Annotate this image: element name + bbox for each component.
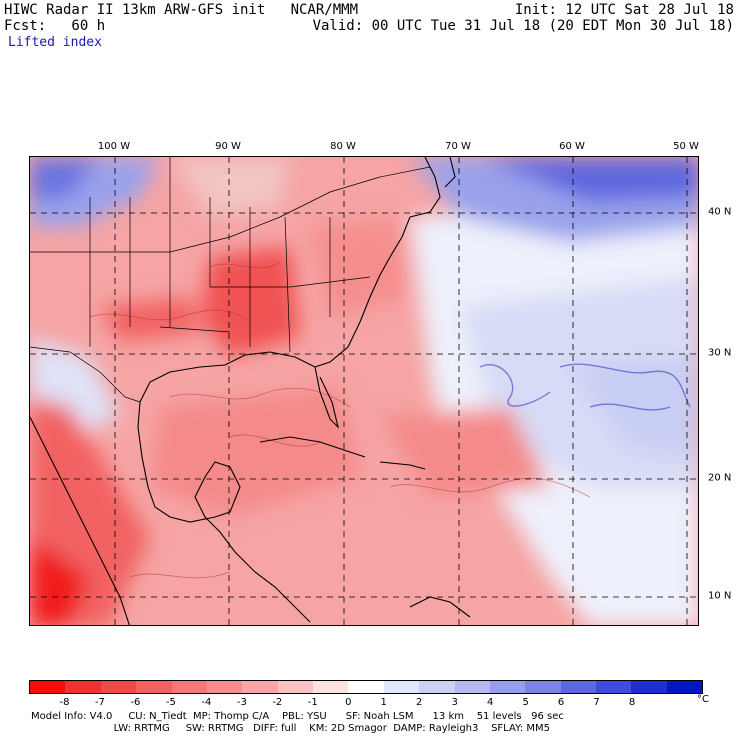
colorbar-tick-label: -1 xyxy=(307,697,318,708)
colorbar-tick-label: 5 xyxy=(522,697,529,708)
colorbar-segment xyxy=(171,681,207,693)
colorbar-segment xyxy=(525,681,561,693)
lifted-index-map xyxy=(29,156,699,626)
model-info-line2: LW: RRTMG SW: RRTMG DIFF: full KM: 2D Sm… xyxy=(31,723,550,734)
colorbar-tick-label: 8 xyxy=(628,697,636,708)
colorbar-tick-label: 3 xyxy=(451,697,458,708)
colorbar-segment xyxy=(666,681,703,693)
colorbar-segment xyxy=(596,681,632,693)
colorbar-segment xyxy=(489,681,526,693)
borders xyxy=(30,157,431,403)
colorbar-segment xyxy=(383,681,420,693)
field-shading xyxy=(30,157,698,625)
colorbar-tick-label: 7 xyxy=(593,697,600,708)
valid-time: Valid: 00 UTC Tue 31 Jul 18 (20 EDT Mon … xyxy=(312,18,734,34)
colorbar-segment xyxy=(65,681,101,693)
colorbar xyxy=(29,680,703,694)
colorbar-tick-label: 1 xyxy=(380,697,387,708)
colorbar-segment xyxy=(454,681,490,693)
lon-label-70w: 70 W xyxy=(445,141,471,152)
colorbar-segment xyxy=(136,681,172,693)
colorbar-segment xyxy=(560,681,596,693)
colorbar-tick-label: 6 xyxy=(557,697,565,708)
colorbar-tick-label: -3 xyxy=(236,697,247,708)
colorbar-segment xyxy=(206,681,243,693)
chart-title: HIWC Radar II 13km ARW-GFS init NCAR/MMM xyxy=(4,2,359,18)
colorbar-segment xyxy=(100,681,137,693)
colorbar-tick-label: -2 xyxy=(272,697,283,708)
colorbar-tick-label: -4 xyxy=(201,697,212,708)
colorbar-tick-label: -8 xyxy=(59,697,70,708)
colorbar-segment xyxy=(30,681,66,693)
colorbar-tick-label: 4 xyxy=(486,697,494,708)
colorbar-tick-label: -7 xyxy=(94,697,105,708)
lon-label-50w: 50 W xyxy=(673,141,699,152)
latlon-grid xyxy=(30,157,698,625)
lon-label-80w: 80 W xyxy=(330,141,356,152)
colorbar-segment xyxy=(631,681,667,693)
forecast-hour: Fcst: 60 h xyxy=(4,18,106,34)
colorbar-segment xyxy=(313,681,349,693)
stable-swirls xyxy=(479,363,691,411)
colorbar-segment xyxy=(242,681,278,693)
lon-label-60w: 60 W xyxy=(559,141,585,152)
colorbar-tick-label: 2 xyxy=(416,697,423,708)
lat-label-20n: 20 N xyxy=(708,472,732,484)
colorbar-segment xyxy=(277,681,313,693)
map-canvas xyxy=(30,157,698,625)
colorbar-segment xyxy=(348,681,384,693)
lat-label-40n: 40 N xyxy=(708,206,732,218)
lat-label-10n: 10 N xyxy=(708,590,732,602)
lat-label-30n: 30 N xyxy=(708,347,732,359)
model-info-line1: Model Info: V4.0 CU: N_Tiedt MP: Thomp C… xyxy=(31,711,564,722)
init-time: Init: 12 UTC Sat 28 Jul 18 xyxy=(514,2,734,18)
field-label: Lifted index xyxy=(8,35,102,50)
colorbar-tick-label: 0 xyxy=(345,697,352,708)
contour-lines xyxy=(89,261,591,579)
colorbar-segment xyxy=(419,681,455,693)
colorbar-tick-label: -6 xyxy=(130,697,141,708)
lon-label-90w: 90 W xyxy=(215,141,241,152)
lon-label-100w: 100 W xyxy=(97,141,131,152)
colorbar-tick-label: -5 xyxy=(165,697,176,708)
colorbar-unit: °C xyxy=(697,694,709,705)
